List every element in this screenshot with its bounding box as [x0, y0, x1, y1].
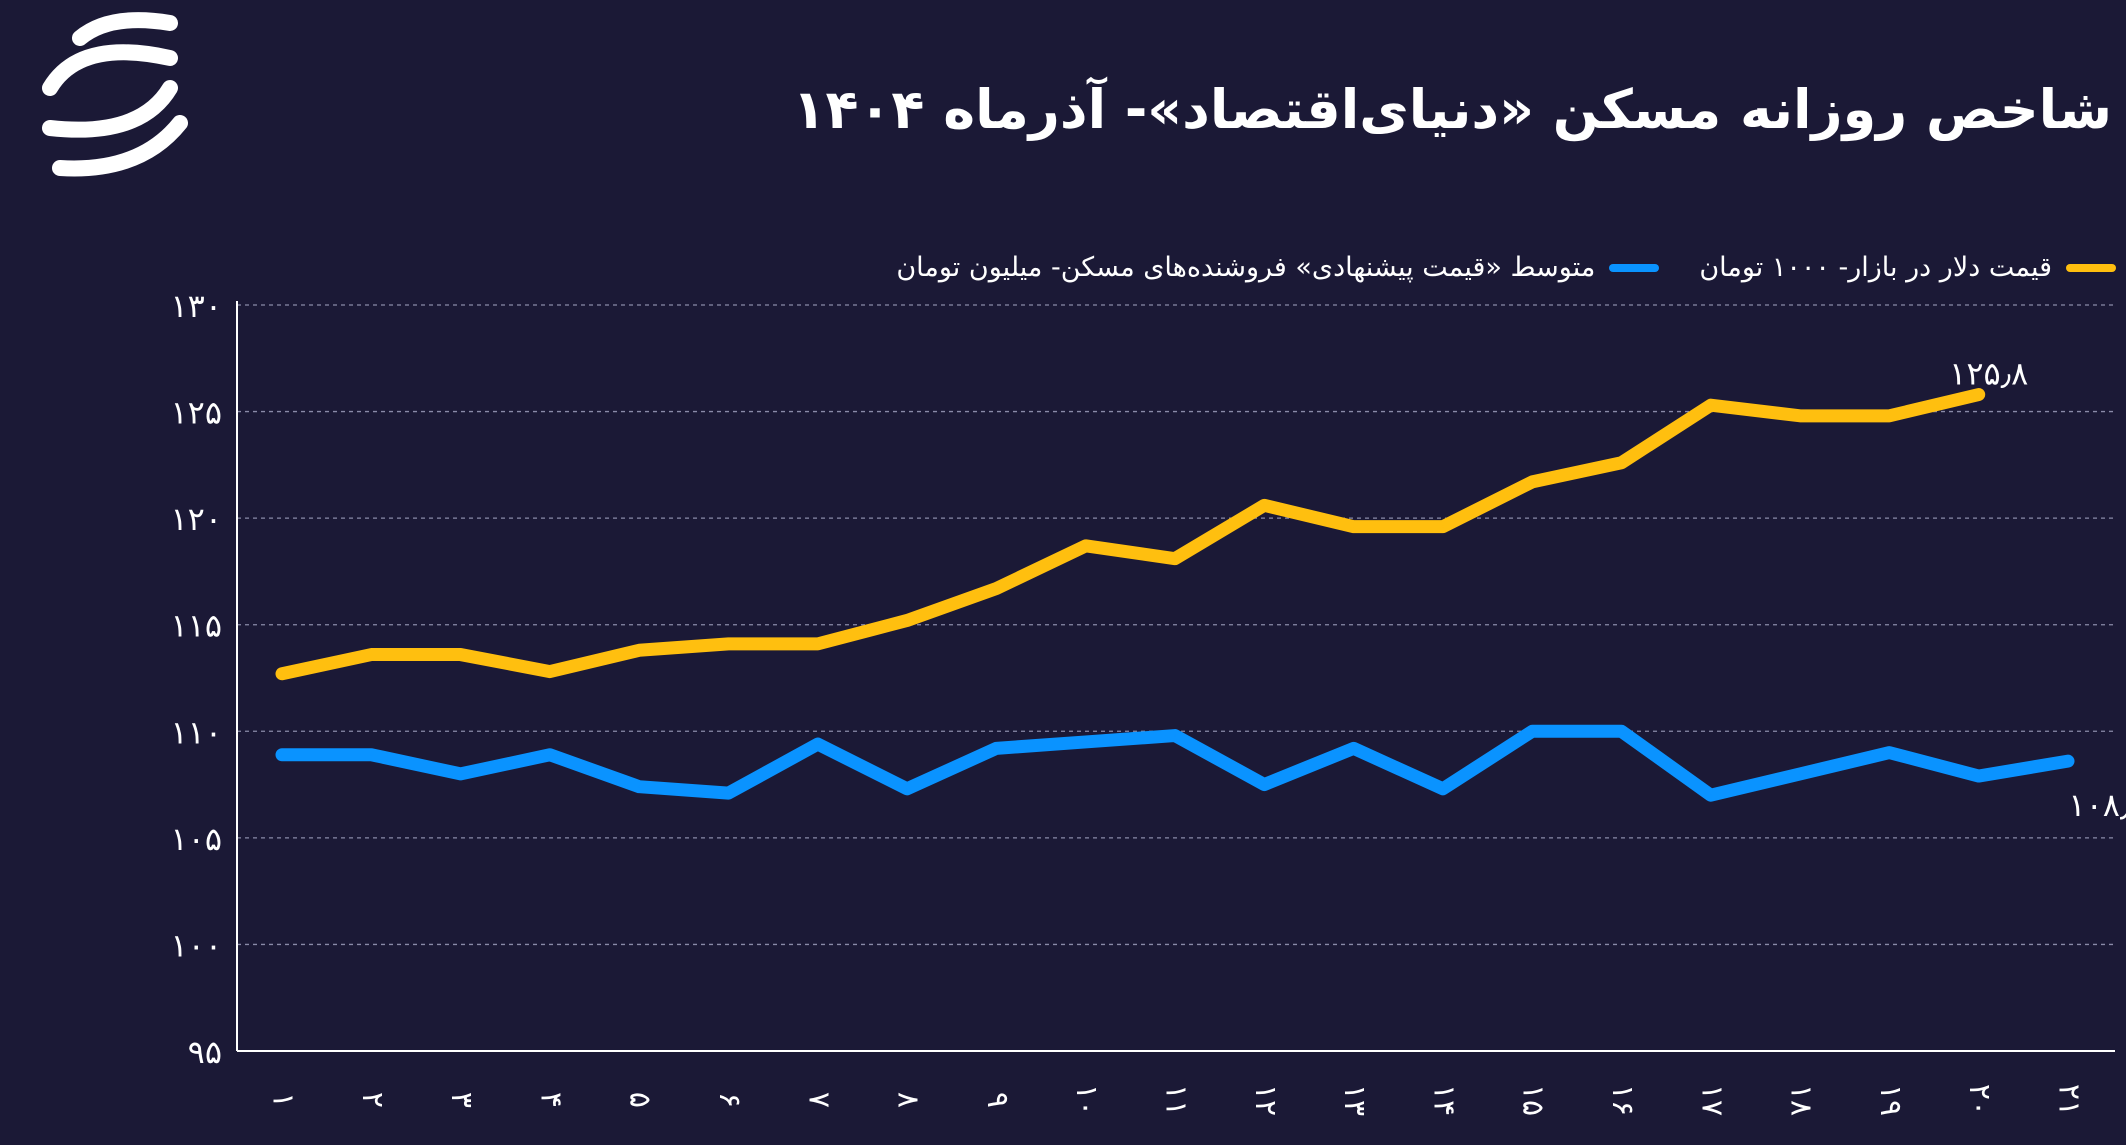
legend-item-dollar: قیمت دلار در بازار- ۱۰۰۰ تومان: [1699, 252, 2116, 283]
legend-swatch-dollar: [2066, 263, 2116, 272]
data-point: [727, 642, 730, 645]
data-point: [281, 672, 283, 675]
data-point: [906, 619, 909, 622]
x-tick-label: ۱۶: [1605, 1084, 1640, 1116]
series-line-housing: [275, 724, 2075, 802]
data-point: [906, 787, 909, 790]
y-tick-label: ۱۲۵: [170, 394, 222, 432]
data-point: [1799, 414, 1802, 417]
y-tick-label: ۱۱۰: [170, 713, 222, 751]
x-tick-label: ۱۴: [1426, 1084, 1461, 1116]
data-point: [1799, 772, 1802, 775]
data-point: [1888, 414, 1891, 417]
data-point: [1531, 730, 1534, 733]
x-tick-label: ۵: [623, 1092, 658, 1108]
data-point: [1174, 734, 1176, 737]
legend-item-housing: متوسط «قیمت پیشنهادی» فروشنده‌های مسکن- …: [896, 252, 1660, 283]
data-point: [816, 642, 819, 645]
data-point: [1263, 504, 1266, 507]
chart-title: شاخص روزانه مسکن «دنیای‌اقتصاد»- آذرماه …: [792, 78, 2112, 141]
x-tick-label: ۱۵: [1516, 1084, 1551, 1116]
x-tick-label: ۱: [266, 1092, 301, 1108]
data-point: [995, 587, 998, 590]
x-tick-label: ۱۰: [1069, 1084, 1104, 1116]
x-tick-label: ۸: [891, 1092, 926, 1108]
data-point: [459, 772, 462, 775]
data-point: [1977, 393, 1980, 396]
legend-label-housing: متوسط «قیمت پیشنهادی» فروشنده‌های مسکن- …: [896, 252, 1596, 283]
data-point: [1441, 787, 1444, 790]
data-point: [2067, 760, 2069, 763]
data-point: [459, 653, 462, 656]
data-point: [1084, 544, 1087, 547]
data-point: [281, 753, 283, 756]
series-line-dollar: [275, 388, 1986, 681]
data-point: [638, 785, 641, 788]
end-value-label: ۱۰۸٫۶: [2068, 786, 2126, 824]
logo: [42, 12, 188, 177]
x-tick-label: ۱۹: [1873, 1084, 1908, 1116]
x-tick-label: ۲۱: [2052, 1084, 2087, 1116]
x-tick-label: ۷: [801, 1092, 836, 1108]
data-point: [1441, 525, 1444, 528]
x-tick-label: ۲: [355, 1092, 390, 1108]
data-point: [370, 653, 373, 656]
y-tick-label: ۹۵: [188, 1033, 222, 1071]
x-tick-label: ۳: [444, 1092, 479, 1108]
y-tick-label: ۱۰۵: [170, 820, 222, 858]
data-point: [1352, 525, 1355, 528]
x-tick-label: ۱۲: [1248, 1084, 1283, 1116]
x-tick-label: ۹: [980, 1092, 1015, 1108]
legend-label-dollar: قیمت دلار در بازار- ۱۰۰۰ تومان: [1699, 252, 2052, 283]
end-value-label: ۱۲۵٫۸: [1949, 355, 2028, 393]
data-point: [548, 670, 551, 673]
x-tick-label: ۱۸: [1784, 1084, 1819, 1116]
x-tick-label: ۱۱: [1159, 1084, 1194, 1116]
y-tick-label: ۱۲۰: [170, 500, 222, 538]
x-tick-label: ۱۳: [1337, 1084, 1372, 1116]
data-point: [1531, 480, 1534, 483]
x-tick-label: ۶: [712, 1092, 747, 1108]
data-point: [1263, 783, 1266, 786]
x-tick-label: ۴: [533, 1092, 568, 1108]
data-point: [638, 649, 641, 652]
data-point: [1709, 404, 1712, 407]
data-point: [1888, 751, 1891, 754]
y-tick-label: ۱۱۵: [170, 607, 222, 645]
legend: قیمت دلار در بازار- ۱۰۰۰ تومان متوسط «قی…: [896, 252, 2116, 283]
data-point: [995, 747, 998, 750]
legend-swatch-housing: [1609, 263, 1660, 272]
data-point: [1174, 557, 1176, 560]
y-tick-label: ۱۰۰: [170, 926, 222, 964]
data-point: [816, 743, 819, 746]
data-point: [727, 792, 730, 795]
data-point: [370, 753, 373, 756]
x-tick-label: ۲۰: [1962, 1084, 1997, 1116]
y-tick-label: ۱۳۰: [170, 287, 222, 325]
data-point: [1977, 775, 1980, 778]
data-point: [1620, 730, 1623, 733]
data-point: [1352, 747, 1355, 750]
data-point: [1620, 461, 1623, 464]
data-point: [1709, 794, 1712, 797]
data-point: [548, 753, 551, 756]
x-tick-label: ۱۷: [1694, 1084, 1729, 1116]
data-point: [1084, 740, 1087, 743]
